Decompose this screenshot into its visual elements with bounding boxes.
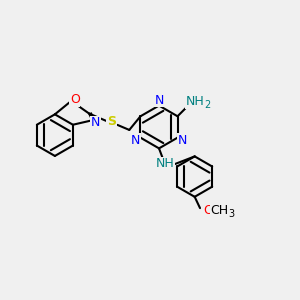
Text: N: N <box>154 94 164 107</box>
Text: N: N <box>131 134 140 147</box>
Text: NH: NH <box>156 157 174 170</box>
Text: NH: NH <box>186 95 205 108</box>
Text: S: S <box>107 115 116 128</box>
Text: 2: 2 <box>205 100 211 110</box>
Text: CH: CH <box>210 204 228 217</box>
Text: N: N <box>91 116 100 129</box>
Text: N: N <box>178 134 187 147</box>
Text: O: O <box>203 204 213 217</box>
Text: 3: 3 <box>228 209 234 219</box>
Text: O: O <box>70 93 80 106</box>
